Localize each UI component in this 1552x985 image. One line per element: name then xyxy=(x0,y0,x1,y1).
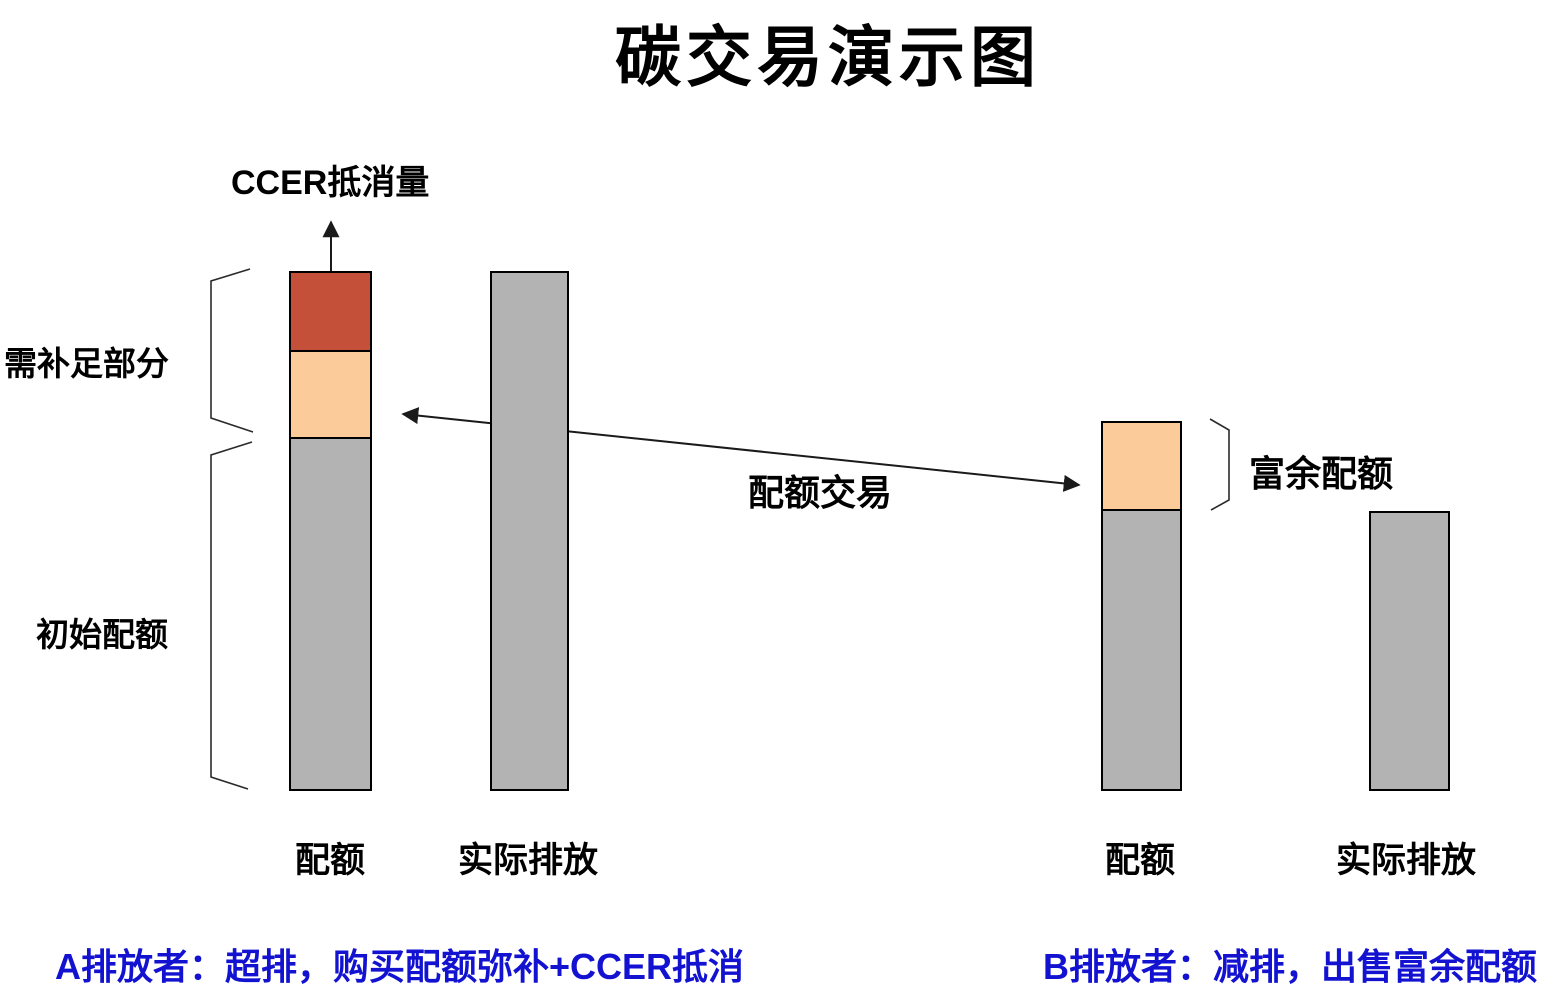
emitter-a-actual-bar-label: 实际排放 xyxy=(457,841,598,880)
ccer-offset-label: CCER抵消量 xyxy=(231,164,430,202)
emitter-a-actual-bar xyxy=(490,271,569,791)
quota-trade-label: 配额交易 xyxy=(748,472,893,513)
emitter-b-actual-bar xyxy=(1369,511,1450,791)
initial-quota-brace xyxy=(210,441,253,790)
emitter-b-actual-segment xyxy=(1369,511,1450,791)
emitter-a-caption: A排放者：超排，购买配额弥补+CCER抵消 xyxy=(55,946,745,985)
emitter-b-caption: B排放者：减排，出售富余配额 xyxy=(1043,946,1537,985)
emitter-a-quota-bar-label: 配额 xyxy=(294,841,365,880)
emitter-a-quota-bar xyxy=(289,271,372,791)
surplus-quota-brace xyxy=(1209,418,1230,511)
emitter-b-quota-bar-label: 配额 xyxy=(1104,841,1175,880)
emitter-b-surplus-segment xyxy=(1101,421,1182,511)
emitter-a-purchased-segment xyxy=(289,350,372,439)
emitter-a-ccer-segment xyxy=(289,271,372,352)
shortfall-brace xyxy=(210,268,254,433)
emitter-b-quota-bar xyxy=(1101,421,1182,791)
surplus-quota-label: 富余配额 xyxy=(1249,453,1394,494)
page-title: 碳交易演示图 xyxy=(615,20,1041,94)
emitter-a-actual-segment xyxy=(490,271,569,791)
shortfall-label: 需补足部分 xyxy=(4,345,169,382)
initial-quota-label: 初始配额 xyxy=(36,616,168,653)
emitter-b-initial-segment xyxy=(1101,509,1182,791)
emitter-b-actual-bar-label: 实际排放 xyxy=(1335,841,1476,880)
emitter-a-initial-segment xyxy=(289,437,372,791)
